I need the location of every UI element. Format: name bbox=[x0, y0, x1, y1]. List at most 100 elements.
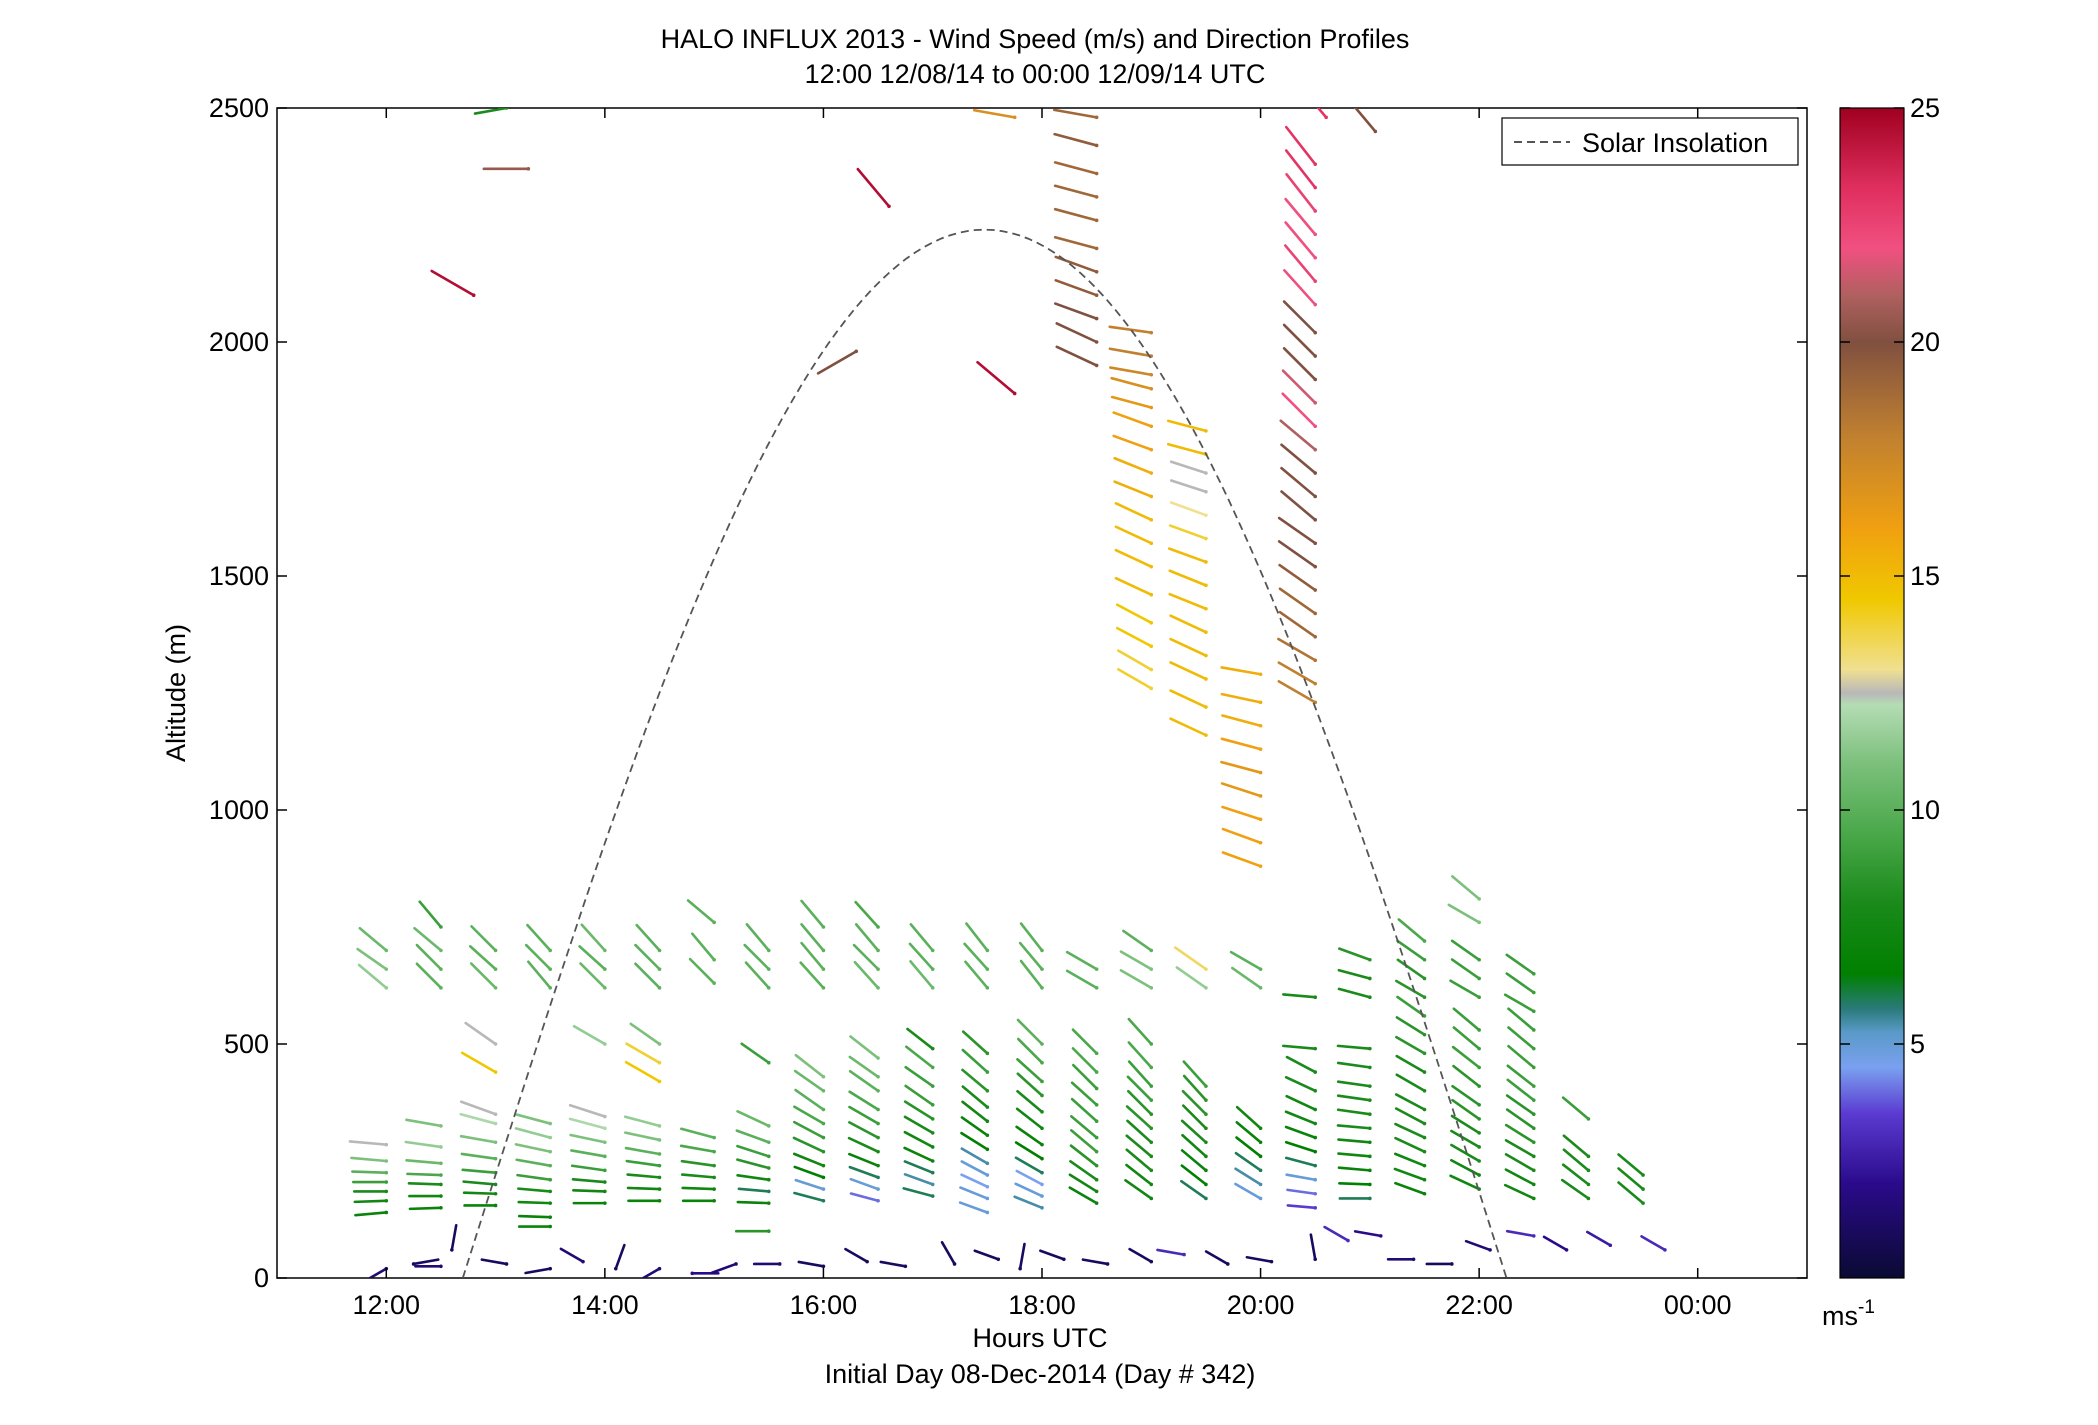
wind-barb bbox=[1396, 958, 1427, 981]
barb-tip bbox=[766, 948, 771, 953]
barb-tip bbox=[1477, 1028, 1481, 1032]
wind-barb bbox=[1284, 1140, 1318, 1154]
barb-shaft bbox=[793, 1191, 825, 1203]
wind-barb bbox=[1283, 269, 1318, 307]
barb-shaft bbox=[961, 1100, 989, 1123]
wind-barb bbox=[848, 1055, 880, 1079]
y-tick-label: 500 bbox=[224, 1029, 269, 1059]
barb-shaft bbox=[1053, 235, 1098, 250]
barb-shaft bbox=[1071, 1028, 1098, 1055]
wind-barb bbox=[626, 1173, 662, 1180]
barb-shaft bbox=[517, 1214, 552, 1219]
barb-tip bbox=[1040, 1142, 1044, 1147]
wind-barb bbox=[1394, 1181, 1427, 1196]
barb-shaft bbox=[1109, 366, 1153, 377]
wind-barb bbox=[1180, 1149, 1208, 1173]
wind-barb bbox=[852, 943, 880, 971]
barb-tip bbox=[1477, 897, 1481, 901]
surface-wind-barb bbox=[1505, 1229, 1536, 1238]
wind-barb bbox=[848, 1165, 880, 1180]
barb-tip bbox=[1149, 1126, 1154, 1131]
wind-barb bbox=[1284, 149, 1318, 190]
barb-tip bbox=[1149, 424, 1154, 429]
wind-barb bbox=[960, 1116, 990, 1138]
wind-barb bbox=[626, 1186, 662, 1191]
wind-barb bbox=[1166, 419, 1208, 433]
barb-shaft bbox=[1169, 717, 1208, 737]
surface-wind-barb bbox=[973, 1249, 1001, 1262]
barb-shaft bbox=[614, 1243, 626, 1270]
wind-barb bbox=[1452, 1026, 1481, 1051]
barb-tip bbox=[985, 1133, 990, 1138]
barb-tip bbox=[1269, 1259, 1274, 1264]
wind-barb bbox=[572, 1024, 607, 1046]
barb-shaft bbox=[1182, 1060, 1208, 1088]
wind-barb bbox=[1617, 1181, 1645, 1205]
barb-shaft bbox=[559, 1247, 585, 1263]
wind-barb bbox=[1337, 1152, 1372, 1159]
barb-shaft bbox=[1169, 479, 1208, 494]
barb-shaft bbox=[1336, 1108, 1372, 1116]
wind-barb bbox=[1124, 1179, 1154, 1201]
barb-tip bbox=[821, 1198, 826, 1203]
wind-barb bbox=[460, 1152, 498, 1161]
wind-barb bbox=[570, 1149, 607, 1159]
barb-tip bbox=[821, 967, 826, 971]
wind-barb bbox=[459, 1112, 498, 1126]
barb-shaft bbox=[1336, 1044, 1372, 1050]
wind-barb bbox=[960, 1147, 990, 1166]
barb-tip bbox=[1422, 1163, 1427, 1168]
barb-tip bbox=[439, 1194, 443, 1198]
barb-tip bbox=[952, 1262, 957, 1266]
colorbar-tick-label: 10 bbox=[1910, 795, 1940, 825]
barb-shaft bbox=[1281, 369, 1317, 405]
barb-shaft bbox=[848, 1069, 880, 1093]
wind-barb bbox=[1231, 966, 1263, 990]
barb-tip bbox=[1368, 957, 1372, 962]
barb-tip bbox=[985, 1161, 990, 1166]
barb-shaft bbox=[1156, 1248, 1186, 1256]
barb-tip bbox=[548, 1224, 553, 1229]
barb-tip bbox=[384, 948, 389, 953]
x-tick-label: 22:00 bbox=[1445, 1290, 1513, 1320]
barb-tip bbox=[548, 1177, 553, 1182]
barb-shaft bbox=[680, 1173, 716, 1179]
barb-tip bbox=[1477, 1046, 1481, 1051]
barb-shaft bbox=[1617, 1167, 1645, 1191]
wind-barb bbox=[407, 1181, 443, 1187]
wind-barb bbox=[634, 962, 662, 990]
barb-tip bbox=[1477, 1159, 1481, 1163]
wind-barb bbox=[1017, 1037, 1044, 1065]
barb-tip bbox=[930, 1103, 935, 1107]
barb-shaft bbox=[1234, 1167, 1262, 1186]
barb-tip bbox=[548, 1266, 553, 1271]
wind-barb bbox=[794, 1178, 826, 1191]
surface-wind-barb bbox=[1323, 1225, 1350, 1243]
wind-barb bbox=[1014, 1182, 1044, 1198]
barb-shaft bbox=[1450, 1143, 1481, 1163]
barb-shaft bbox=[1016, 1018, 1044, 1046]
wind-barb bbox=[1019, 922, 1044, 953]
barb-shaft bbox=[1168, 569, 1208, 587]
barb-shaft bbox=[1108, 347, 1153, 358]
barb-tip bbox=[1149, 1084, 1154, 1088]
barb-shaft bbox=[1504, 1153, 1536, 1172]
barb-shaft bbox=[1169, 689, 1208, 709]
barb-shaft bbox=[1055, 322, 1098, 344]
barb-shaft bbox=[527, 960, 552, 990]
wind-barb bbox=[415, 962, 443, 990]
barb-shaft bbox=[1282, 993, 1317, 999]
wind-barb bbox=[356, 947, 389, 971]
barb-tip bbox=[1040, 1042, 1044, 1046]
barb-shaft bbox=[1169, 501, 1208, 517]
wind-barb bbox=[1504, 1123, 1536, 1145]
barb-tip bbox=[493, 1112, 498, 1116]
barb-tip bbox=[876, 1198, 880, 1203]
wind-barb bbox=[793, 1105, 826, 1126]
surface-wind-barb bbox=[640, 1266, 662, 1278]
barb-shaft bbox=[1395, 1073, 1426, 1093]
barb-tip bbox=[1204, 1098, 1208, 1102]
wind-barb bbox=[514, 1143, 553, 1154]
barb-tip bbox=[766, 1166, 771, 1170]
